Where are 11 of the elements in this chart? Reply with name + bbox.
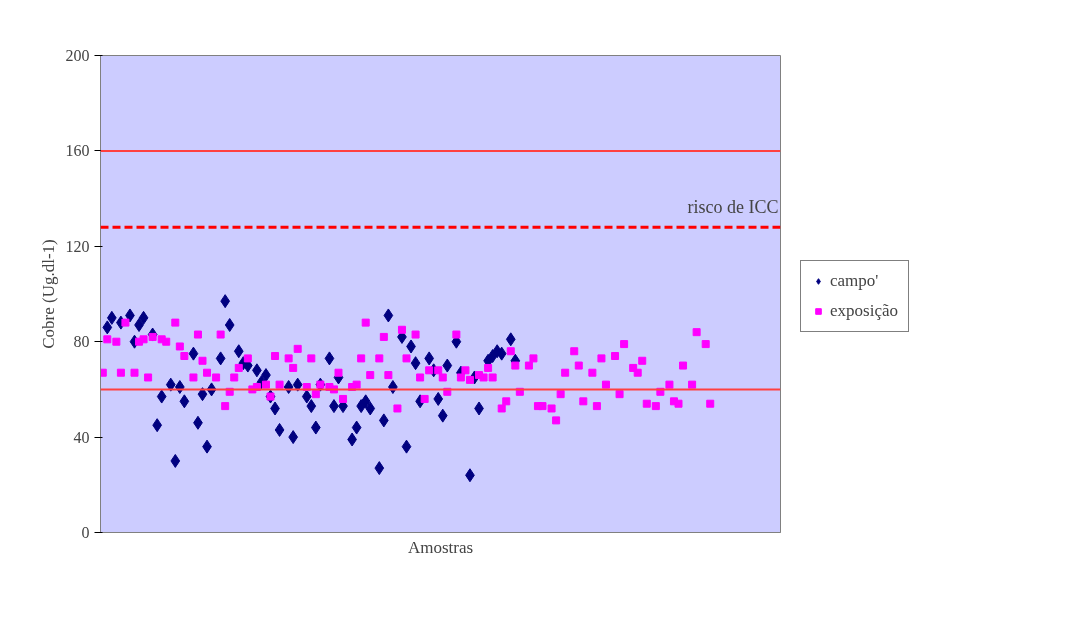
y-tick-label: 200 <box>65 47 90 64</box>
y-axis-title: Cobre (Ug.dl-1) <box>38 239 58 349</box>
ref-line-label: risco de ICC <box>687 197 779 218</box>
y-tick-label: 120 <box>65 237 90 255</box>
legend-label: exposição <box>830 301 898 321</box>
y-tick-label: 0 <box>81 524 90 541</box>
legend-label: campo' <box>830 271 879 291</box>
y-tick-label: 80 <box>73 333 90 351</box>
x-axis-title: Amostras <box>407 537 474 557</box>
y-tick-label: 40 <box>73 428 90 446</box>
y-tick-label: 160 <box>65 142 90 160</box>
